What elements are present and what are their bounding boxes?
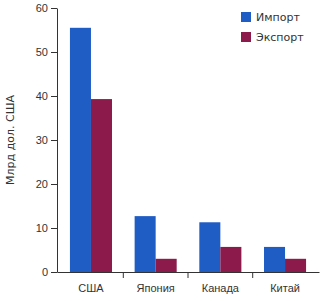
x-separator: [123, 272, 124, 278]
legend-label: Экспорт: [256, 31, 304, 44]
legend-swatch: [241, 32, 251, 42]
x-separator: [188, 272, 189, 278]
x-separator: [252, 272, 253, 278]
y-tick: 50: [36, 46, 57, 58]
y-tick-label: 20: [36, 178, 48, 190]
bar: [135, 216, 156, 272]
x-tick-label: Япония: [137, 282, 175, 294]
x-tick-label: США: [78, 282, 104, 294]
y-tick: 10: [36, 222, 57, 234]
bar: [70, 28, 91, 272]
plot: 0 10 20 30 40 50 60 США Япония Канада Китай: [36, 2, 320, 294]
y-tick-label: 50: [36, 46, 48, 58]
y-tick-mark: [51, 8, 57, 9]
y-tick: 40: [36, 90, 57, 102]
x-tick: Китай: [270, 282, 300, 294]
y-tick: 20: [36, 178, 57, 190]
y-axis-title: Млрд дол. США: [4, 95, 17, 185]
y-axis: 0 10 20 30 40 50 60: [36, 2, 58, 278]
x-tick: Япония: [137, 282, 175, 294]
bar: [91, 99, 112, 272]
y-tick: 60: [36, 2, 57, 14]
y-tick: 30: [36, 134, 57, 146]
y-tick-label: 10: [36, 222, 48, 234]
legend: Импорт Экспорт: [241, 11, 304, 44]
x-tick-label: Канада: [202, 282, 240, 294]
bars: [70, 28, 306, 272]
legend-label: Импорт: [256, 11, 300, 24]
y-tick-mark: [51, 52, 57, 53]
y-tick-mark: [51, 228, 57, 229]
x-tick-label: Китай: [270, 282, 300, 294]
y-axis-line: [57, 9, 58, 273]
x-axis: США Япония Канада Китай: [58, 272, 320, 294]
chart: 0 10 20 30 40 50 60 США Япония Канада Китай Млрд до…: [0, 0, 331, 301]
x-tick: США: [78, 282, 104, 294]
legend-swatch: [241, 12, 251, 22]
bar: [199, 222, 220, 272]
y-tick-label: 0: [42, 266, 48, 278]
bar: [285, 259, 306, 272]
y-tick-label: 40: [36, 90, 48, 102]
y-tick-mark: [51, 184, 57, 185]
y-tick: 0: [42, 266, 57, 278]
y-tick-mark: [51, 272, 57, 273]
bar: [220, 247, 241, 272]
y-tick-label: 60: [36, 2, 48, 14]
y-tick-mark: [51, 140, 57, 141]
bar: [264, 247, 285, 272]
x-tick: Канада: [202, 282, 240, 294]
bar: [156, 259, 177, 272]
y-tick-label: 30: [36, 134, 48, 146]
y-tick-mark: [51, 96, 57, 97]
